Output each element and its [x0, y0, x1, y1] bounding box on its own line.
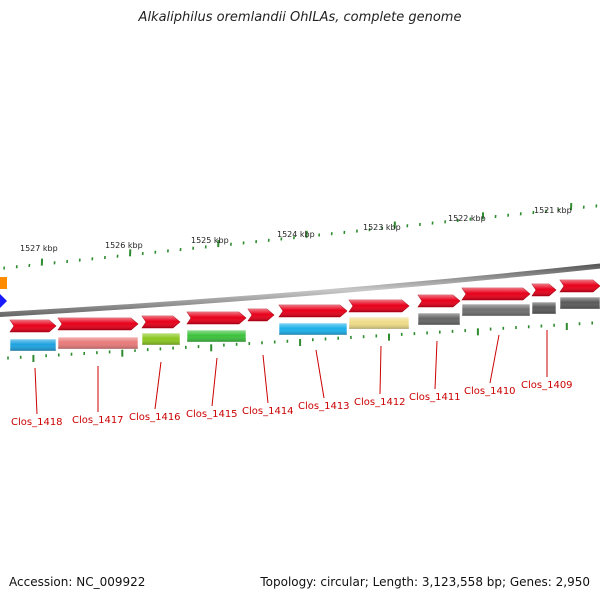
gene-arrow-shine — [560, 280, 600, 292]
gene-label[interactable]: Clos_1417 — [72, 415, 124, 426]
kbp-label: 1522 kbp — [448, 214, 486, 223]
gene-label[interactable]: Clos_1409 — [521, 380, 573, 391]
function-track-shine — [58, 337, 138, 349]
function-track-shine — [532, 302, 556, 314]
gene-label[interactable]: Clos_1414 — [242, 406, 294, 417]
function-track-shine — [142, 333, 180, 345]
gene-label[interactable]: Clos_1418 — [11, 417, 63, 428]
kbp-label: 1523 kbp — [363, 223, 401, 232]
gene-label[interactable]: Clos_1416 — [129, 412, 181, 423]
gene-label[interactable]: Clos_1411 — [409, 392, 461, 403]
kbp-label: 1524 kbp — [277, 230, 315, 239]
gene-arrow-shine — [532, 284, 556, 296]
genome-summary-text: Topology: circular; Length: 3,123,558 bp… — [260, 575, 590, 589]
function-track-shine — [462, 304, 530, 316]
scale-labels: 1527 kbp 1526 kbp 1525 kbp 1524 kbp 1523 kbp… — [20, 206, 572, 253]
gene-label[interactable]: Clos_1415 — [186, 409, 238, 420]
gene-arrow-shine — [418, 295, 460, 307]
kbp-label: 1526 kbp — [105, 241, 143, 250]
function-track-shine — [279, 323, 347, 335]
gene-arrow-shine — [349, 300, 409, 312]
function-track-shine — [187, 330, 246, 342]
gene-label-leader — [211, 357, 218, 407]
function-track-shine — [349, 317, 409, 329]
gene-label-leader — [379, 345, 382, 395]
gene-features — [9, 279, 600, 352]
kbp-label: 1521 kbp — [534, 206, 572, 215]
genome-backbone — [0, 263, 600, 317]
gene-arrow-shine — [462, 288, 530, 300]
kbp-label: 1525 kbp — [191, 236, 229, 245]
kbp-label: 1527 kbp — [20, 244, 58, 253]
partial-feature-orange[interactable] — [0, 277, 7, 289]
function-track-shine — [10, 339, 56, 351]
gene-arrow-shine — [142, 316, 180, 328]
gene-label-leader — [262, 354, 269, 404]
gene-label-leader — [154, 361, 162, 410]
gene-label[interactable]: Clos_1412 — [354, 397, 406, 408]
gene-arrow-shine — [58, 318, 138, 330]
gene-label-leader — [34, 367, 38, 415]
function-track-shine — [560, 297, 600, 309]
function-track-shine — [418, 313, 460, 325]
gene-arrow-shine — [10, 320, 56, 332]
gene-labels: Clos_1418 Clos_1417 Clos_1416 Clos_1415 Clos… — [11, 330, 573, 428]
gene-label-leader — [434, 340, 438, 390]
accession-text: Accession: NC_009922 — [9, 575, 146, 589]
gene-label[interactable]: Clos_1410 — [464, 386, 516, 397]
lower-scale-ticks — [7, 321, 594, 362]
gene-arrow-shine — [187, 312, 246, 324]
gene-label-leader — [315, 349, 325, 399]
gene-label[interactable]: Clos_1413 — [298, 401, 350, 412]
partial-feature-blue-arrow[interactable] — [0, 294, 7, 308]
genome-title: Alkaliphilus oremlandii OhILAs, complete… — [138, 10, 462, 25]
gene-arrow-shine — [279, 305, 347, 317]
scale-ticks — [3, 203, 598, 270]
gene-arrow-shine — [248, 309, 274, 321]
gene-label-leader — [489, 334, 500, 384]
